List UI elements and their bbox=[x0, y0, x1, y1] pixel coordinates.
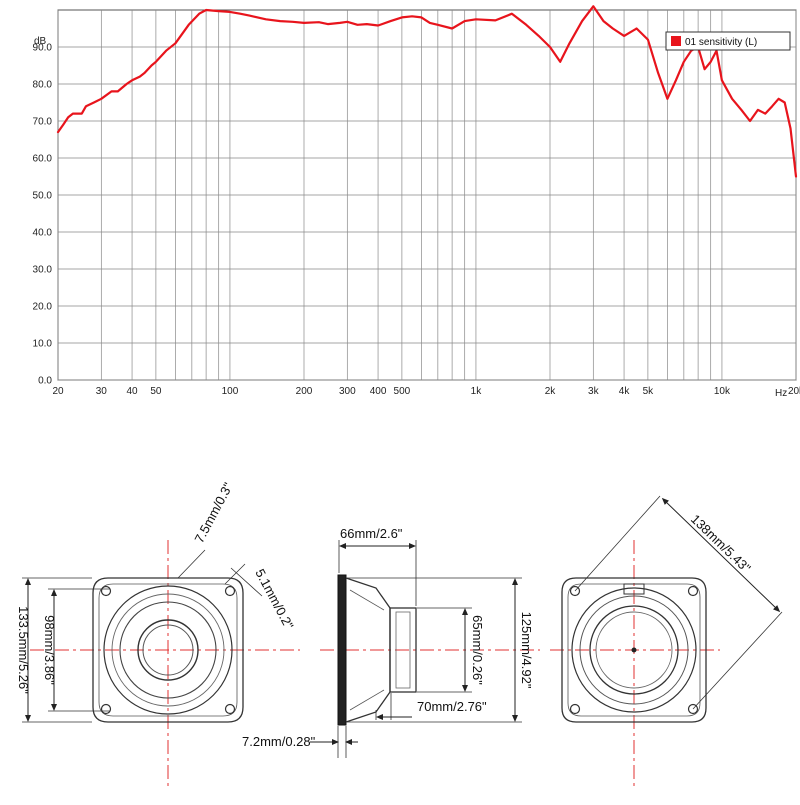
front-slot-length-label: 5.1mm/0.2" bbox=[252, 566, 296, 632]
y-tick-label: 20.0 bbox=[33, 302, 53, 313]
side-magnet bbox=[389, 607, 417, 693]
back-magnet-inner bbox=[595, 611, 673, 689]
x-axis-unit: Hz bbox=[775, 388, 787, 399]
y-tick-label: 60.0 bbox=[33, 154, 53, 165]
x-tick-labels: 20 30 40 50 100 200 300 400 500 1k 2k 3k 4k 5k 10k 20k bbox=[52, 386, 800, 397]
frequency-response-chart: 0.0 10.0 20.0 30.0 40.0 50.0 60.0 70.0 80.0 90.0 … bbox=[33, 5, 800, 399]
front-slot-width-label: 7.5mm/0.3" bbox=[191, 480, 235, 546]
y-tick-label: 30.0 bbox=[33, 265, 53, 276]
y-tick-label: 80.0 bbox=[33, 80, 53, 91]
back-mount-hole-tr bbox=[687, 585, 699, 597]
chart-svg: 0.010.020.030.040.050.060.070.080.090.0 … bbox=[33, 5, 800, 399]
x-tick-label: 20k bbox=[788, 386, 800, 397]
x-tick-label: 5k bbox=[643, 386, 655, 397]
front-inner-dim-label: 98mm/3.86" bbox=[42, 615, 57, 685]
x-tick-label: 10k bbox=[714, 386, 731, 397]
front-dust-cap-outer bbox=[137, 619, 199, 681]
legend: 01 sensitivity (L) bbox=[665, 31, 791, 51]
front-surround-inner bbox=[111, 593, 225, 707]
x-tick-label: 4k bbox=[619, 386, 631, 397]
x-tick-label: 300 bbox=[339, 386, 356, 397]
x-tick-label: 400 bbox=[370, 386, 387, 397]
side-magnet-dia-dim-label: 70mm/2.76" bbox=[417, 699, 487, 714]
back-mount-hole-br bbox=[687, 703, 699, 715]
side-flange bbox=[337, 574, 347, 726]
front-cone bbox=[119, 601, 217, 699]
legend-swatch bbox=[671, 36, 681, 46]
side-depth-dim-label: 66mm/2.6" bbox=[340, 526, 403, 541]
x-tick-label: 30 bbox=[96, 386, 108, 397]
y-tick-label: 40.0 bbox=[33, 228, 53, 239]
back-diag-dim-line bbox=[661, 497, 781, 613]
side-magnet-plate bbox=[395, 611, 411, 689]
front-frame-inner bbox=[98, 583, 238, 717]
front-mount-hole-tr bbox=[224, 585, 236, 597]
back-vent bbox=[631, 647, 637, 653]
side-height-dim-label: 125mm/4.92" bbox=[519, 612, 534, 689]
legend-box bbox=[665, 31, 791, 51]
front-outer-dim-label: 133.5mm/5.26" bbox=[16, 606, 31, 694]
horizontal-grid bbox=[58, 46, 796, 381]
side-view: 66mm/2.6" 125mm/4.92" 65mm/0.26" 70mm/2.… bbox=[242, 526, 540, 758]
back-terminal bbox=[623, 583, 645, 595]
x-tick-label: 500 bbox=[394, 386, 411, 397]
y-tick-label: 0.0 bbox=[38, 376, 52, 387]
front-mount-hole-br bbox=[224, 703, 236, 715]
front-surround-outer bbox=[103, 585, 233, 715]
y-tick-labels: 0.0 10.0 20.0 30.0 40.0 50.0 60.0 70.0 80.0 90.0 bbox=[33, 43, 53, 387]
legend-label: 01 sensitivity (L) bbox=[685, 37, 757, 48]
dimension-drawings: 133.5mm/5.26" 98mm/3.86" 7.5mm/0.3" 5.1m… bbox=[0, 460, 800, 800]
back-view: 138mm/5.43" bbox=[550, 495, 783, 790]
side-magnet-height-dim-label: 65mm/0.26" bbox=[470, 615, 485, 685]
x-tick-label: 50 bbox=[150, 386, 162, 397]
y-tick-label: 90.0 bbox=[33, 43, 53, 54]
y-tick-label: 70.0 bbox=[33, 117, 53, 128]
side-flange-dim-label: 7.2mm/0.28" bbox=[242, 734, 316, 749]
x-tick-label: 2k bbox=[545, 386, 557, 397]
front-frame bbox=[92, 577, 244, 723]
back-magnet-outer bbox=[589, 605, 679, 695]
x-tick-label: 3k bbox=[588, 386, 600, 397]
back-basket-ring bbox=[579, 595, 689, 705]
y-tick-label: 50.0 bbox=[33, 191, 53, 202]
x-tick-label: 1k bbox=[471, 386, 483, 397]
series-line-sensitivity bbox=[56, 5, 798, 178]
x-tick-label: 20 bbox=[52, 386, 64, 397]
y-tick-label: 10.0 bbox=[33, 339, 53, 350]
y-axis-unit: dB bbox=[34, 36, 47, 47]
drawings-svg: 133.5mm/5.26" 98mm/3.86" 7.5mm/0.3" 5.1m… bbox=[16, 480, 783, 790]
x-tick-label: 40 bbox=[126, 386, 138, 397]
front-mount-hole-tl bbox=[100, 585, 112, 597]
back-diag-dim-label: 138mm/5.43" bbox=[688, 511, 754, 575]
x-tick-label: 200 bbox=[296, 386, 313, 397]
back-basket-outer bbox=[571, 587, 697, 713]
front-dust-cap bbox=[142, 624, 194, 676]
front-mount-hole-bl bbox=[100, 703, 112, 715]
back-mount-hole-bl bbox=[569, 703, 581, 715]
x-tick-label: 100 bbox=[222, 386, 239, 397]
back-mount-hole-tl bbox=[569, 585, 581, 597]
